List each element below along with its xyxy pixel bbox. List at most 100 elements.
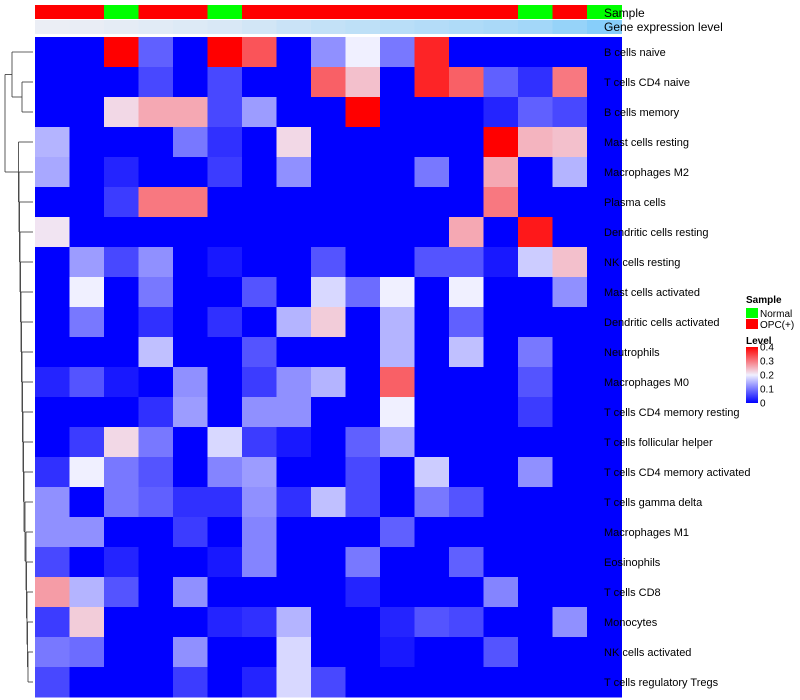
expression-level-cell [483, 20, 519, 34]
heatmap-cell [69, 127, 105, 158]
heatmap-cell [173, 667, 208, 698]
row-label: Macrophages M2 [604, 167, 689, 179]
heatmap-cell [552, 547, 588, 578]
heatmap-cell [104, 307, 139, 338]
heatmap-cell [35, 247, 70, 278]
heatmap-cell [138, 577, 174, 608]
expression-level-cell [587, 20, 622, 34]
heatmap-cell [518, 547, 553, 578]
heatmap-cell [69, 217, 105, 248]
heatmap-cell [449, 277, 484, 308]
heatmap-cell [242, 37, 277, 68]
heatmap-cell [104, 187, 139, 218]
heatmap-cells [35, 37, 622, 698]
heatmap-cell [518, 637, 553, 668]
heatmap-cell [311, 487, 346, 518]
expression-level-cell [276, 20, 312, 34]
heatmap-cell [173, 487, 208, 518]
heatmap-cell [69, 517, 105, 548]
heatmap-cell [414, 397, 450, 428]
row-label: Dendritic cells activated [604, 317, 720, 329]
heatmap-cell [173, 277, 208, 308]
heatmap-cell [345, 307, 381, 338]
heatmap-cell [345, 277, 381, 308]
sample-annotation-cell [449, 5, 484, 19]
heatmap-cell [276, 607, 312, 638]
heatmap-cell [35, 517, 70, 548]
heatmap-cell [242, 307, 277, 338]
heatmap-cell [552, 487, 588, 518]
heatmap-cell [587, 667, 622, 698]
heatmap-cell [173, 67, 208, 98]
row-label: NK cells activated [604, 647, 691, 659]
heatmap-cell [35, 367, 70, 398]
heatmap-cell [414, 547, 450, 578]
heatmap-cell [173, 457, 208, 488]
heatmap-cell [311, 457, 346, 488]
heatmap-cell [242, 97, 277, 128]
heatmap-cell [276, 157, 312, 188]
legend: Sample Normal OPC(+) Level 0.4 0.3 0.2 0.1 0 [746, 295, 794, 410]
heatmap-cell [207, 97, 243, 128]
heatmap-cell [380, 157, 415, 188]
heatmap-cell [311, 367, 346, 398]
heatmap-cell [483, 67, 519, 98]
heatmap-cell [552, 577, 588, 608]
heatmap-cell [587, 397, 622, 428]
heatmap-cell [449, 397, 484, 428]
heatmap-cell [483, 547, 519, 578]
heatmap-cell [69, 97, 105, 128]
heatmap-cell [345, 607, 381, 638]
expression-level-cell [207, 20, 243, 34]
heatmap-cell [242, 277, 277, 308]
heatmap-cell [173, 37, 208, 68]
heatmap-cell [138, 277, 174, 308]
heatmap-cell [380, 427, 415, 458]
expression-level-cell [518, 20, 553, 34]
heatmap-cell [104, 397, 139, 428]
heatmap-cell [138, 187, 174, 218]
heatmap-cell [380, 337, 415, 368]
heatmap-cell [380, 187, 415, 218]
heatmap-cell [207, 67, 243, 98]
heatmap-cell [587, 607, 622, 638]
heatmap-cell [380, 457, 415, 488]
sample-annotation-cell [138, 5, 174, 19]
heatmap-cell [587, 127, 622, 158]
heatmap-cell [104, 607, 139, 638]
heatmap-cell [483, 637, 519, 668]
heatmap-cell [138, 67, 174, 98]
heatmap-cell [414, 577, 450, 608]
heatmap-cell [69, 457, 105, 488]
heatmap-cell [552, 457, 588, 488]
heatmap-cell [276, 67, 312, 98]
heatmap-cell [311, 157, 346, 188]
heatmap-cell [518, 577, 553, 608]
heatmap-cell [552, 307, 588, 338]
heatmap-cell [518, 217, 553, 248]
heatmap-cell [69, 667, 105, 698]
heatmap-cell [587, 547, 622, 578]
heatmap-cell [587, 217, 622, 248]
heatmap-cell [587, 307, 622, 338]
heatmap-cell [518, 517, 553, 548]
heatmap-cell [552, 127, 588, 158]
heatmap-cell [104, 517, 139, 548]
heatmap-cell [35, 97, 70, 128]
heatmap-cell [311, 397, 346, 428]
heatmap-cell [242, 487, 277, 518]
heatmap-cell [483, 397, 519, 428]
sample-annotation-cell [587, 5, 622, 19]
heatmap-cell [173, 187, 208, 218]
heatmap-cell [518, 37, 553, 68]
heatmap-cell [242, 187, 277, 218]
heatmap-cell [207, 397, 243, 428]
column-annotations [35, 5, 622, 34]
heatmap-cell [207, 667, 243, 698]
heatmap-cell [518, 307, 553, 338]
heatmap-cell [138, 457, 174, 488]
heatmap-cell [414, 337, 450, 368]
heatmap-cell [207, 607, 243, 638]
heatmap-cell [414, 427, 450, 458]
heatmap-cell [311, 547, 346, 578]
